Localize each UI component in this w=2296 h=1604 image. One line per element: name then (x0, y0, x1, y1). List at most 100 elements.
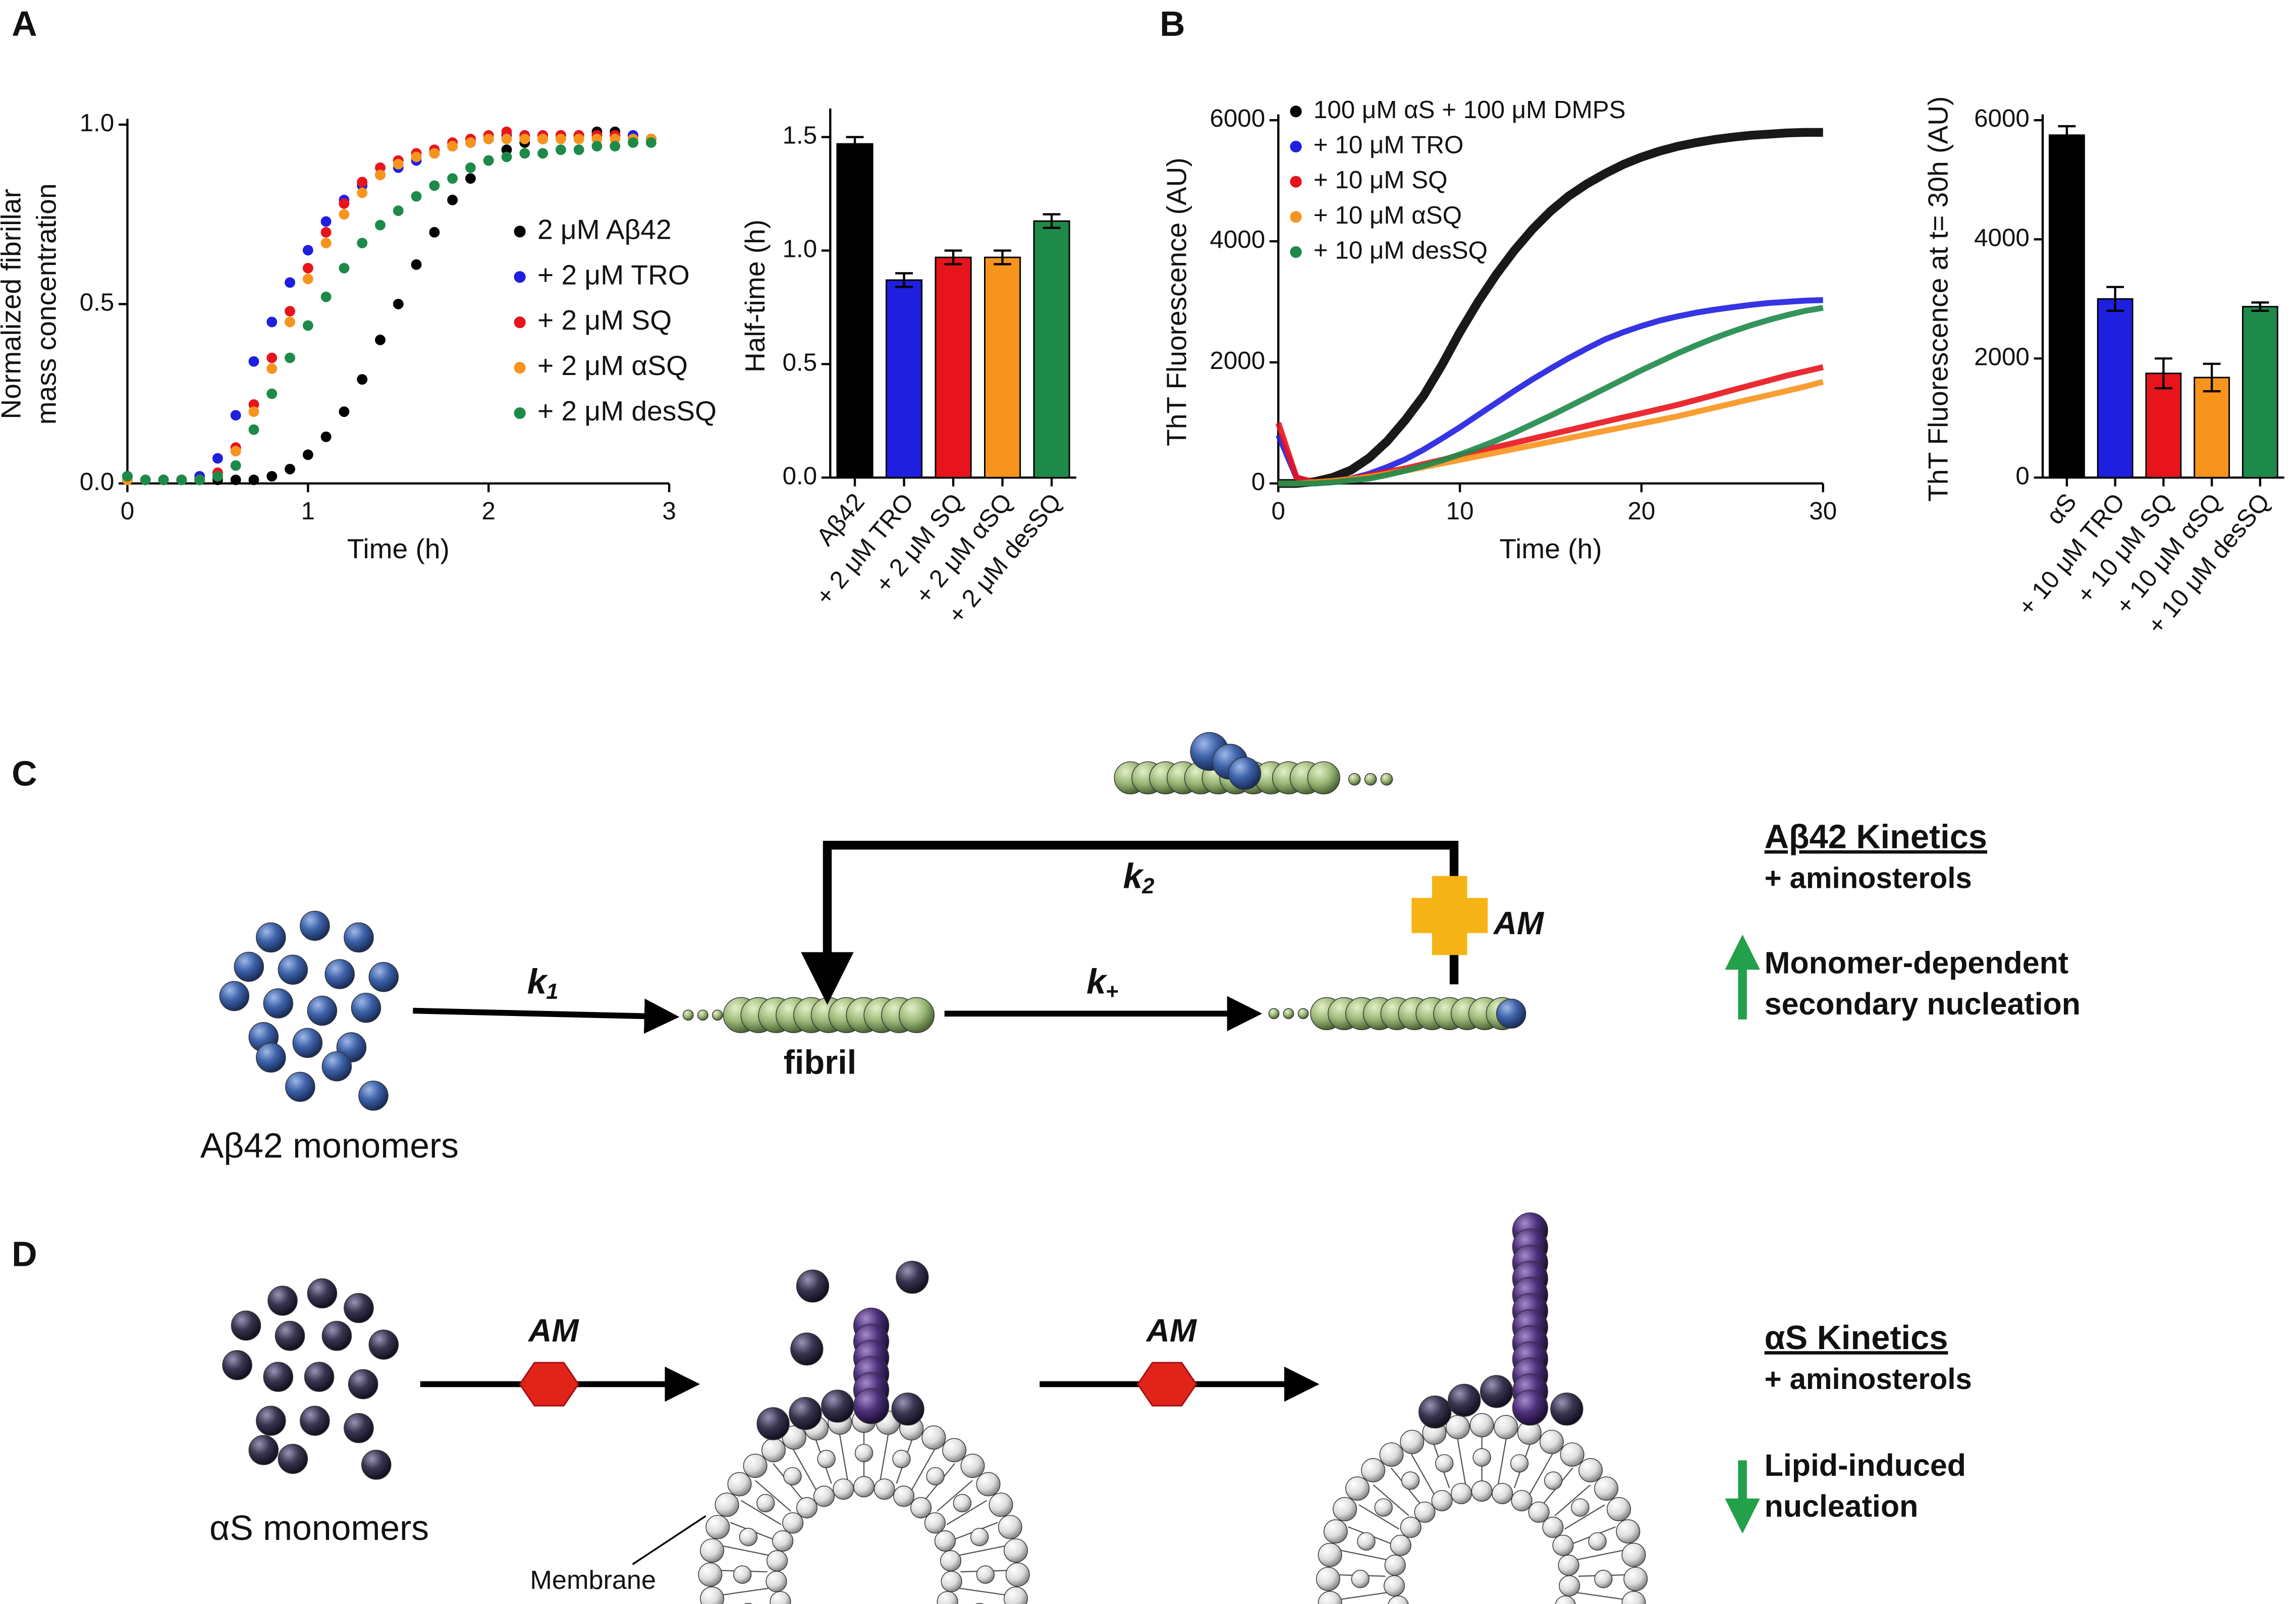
y-tick-label: 0.0 (783, 462, 817, 490)
error-bar (2154, 357, 2172, 390)
legend-label: + 10 μM desSQ (1314, 236, 1488, 264)
sphere (1571, 1498, 1590, 1517)
data-point (411, 259, 422, 270)
sphere (1431, 1490, 1453, 1512)
sphere (1623, 1567, 1648, 1591)
sphere (263, 988, 294, 1019)
data-point (212, 453, 223, 464)
sphere (324, 959, 355, 989)
y-axis-label: Half-time (h) (739, 220, 771, 372)
sphere (1307, 761, 1340, 794)
sphere (761, 1438, 786, 1463)
data-point (519, 133, 530, 144)
sphere (344, 922, 374, 953)
y-tick-label: 2000 (1210, 347, 1265, 375)
sphere (1435, 1454, 1454, 1473)
sphere (821, 1389, 854, 1423)
data-point (339, 209, 350, 220)
sphere (1364, 773, 1377, 786)
lipid-tail (1358, 1504, 1400, 1530)
modulator-hexagon (519, 1362, 579, 1407)
lipid-tail (1341, 1549, 1388, 1561)
diagram-text: k (527, 962, 549, 1001)
sphere (1348, 773, 1361, 786)
sphere (1004, 1538, 1028, 1563)
y-tick-label: 0.5 (80, 288, 115, 316)
data-point (302, 320, 313, 331)
sphere (1333, 1497, 1357, 1522)
diagram-text: + (1106, 980, 1118, 1004)
sphere (267, 1286, 298, 1316)
legend-marker (514, 316, 526, 329)
sphere (1621, 1591, 1646, 1604)
data-point (447, 141, 458, 152)
diagram-text: + aminosterols (1765, 862, 1972, 895)
data-point (302, 262, 313, 274)
legend-marker (1290, 140, 1302, 153)
data-point (357, 374, 368, 385)
sphere (767, 1550, 788, 1572)
y-tick-label: 4000 (1974, 224, 2030, 251)
sphere (1555, 1595, 1576, 1604)
data-line (1278, 128, 1823, 488)
sphere (1401, 1471, 1420, 1490)
data-point (320, 238, 332, 248)
data-point (555, 133, 566, 144)
sphere (1374, 1498, 1393, 1517)
sphere (344, 1293, 374, 1323)
data-point (628, 137, 638, 148)
sphere (941, 1571, 962, 1592)
bar (836, 143, 873, 478)
legend-marker (1290, 105, 1302, 118)
sphere (854, 1443, 873, 1462)
sphere (1472, 1448, 1491, 1467)
bar (984, 256, 1021, 478)
data-point (339, 262, 350, 274)
x-tick-label: 1 (301, 497, 315, 525)
data-point (302, 449, 313, 460)
sphere (796, 1497, 818, 1519)
data-point (483, 155, 494, 166)
data-point (465, 173, 476, 184)
sphere (789, 1397, 822, 1430)
sphere (756, 1493, 775, 1513)
data-point (285, 277, 295, 288)
sphere (1351, 1570, 1370, 1588)
data-point (212, 471, 223, 482)
sphere (361, 1450, 392, 1480)
lipid-tail (1373, 1484, 1409, 1516)
sphere (1318, 1591, 1342, 1604)
diagram-text: Monomer-dependent (1765, 946, 2068, 980)
sphere (278, 1443, 308, 1474)
error-bar (2058, 125, 2076, 145)
data-point (230, 474, 241, 486)
sphere (1578, 1458, 1603, 1482)
data-point (429, 148, 440, 159)
data-point (555, 144, 566, 155)
legend-marker (1290, 176, 1302, 188)
sphere (853, 1388, 890, 1424)
error-bar (895, 272, 913, 288)
data-point (537, 148, 549, 159)
sphere (300, 1406, 330, 1436)
x-tick-label: 3 (662, 497, 676, 525)
data-point (230, 460, 241, 471)
sphere (1471, 1480, 1493, 1502)
data-point (393, 158, 404, 170)
data-point (501, 133, 512, 144)
sphere (256, 1406, 286, 1436)
sphere (307, 1278, 338, 1309)
bar (2242, 306, 2278, 478)
sphere (1594, 1476, 1619, 1501)
sphere (1621, 1542, 1646, 1567)
lipid-tail (1564, 1504, 1605, 1530)
x-tick-label: 20 (1627, 497, 1655, 525)
data-point (339, 406, 350, 417)
data-point (302, 274, 313, 285)
data-point (393, 298, 404, 309)
sphere (358, 1081, 389, 1111)
diagram-text: k (1123, 857, 1144, 896)
lipid-tail (722, 1587, 769, 1596)
y-tick-label: 1.0 (783, 235, 817, 263)
